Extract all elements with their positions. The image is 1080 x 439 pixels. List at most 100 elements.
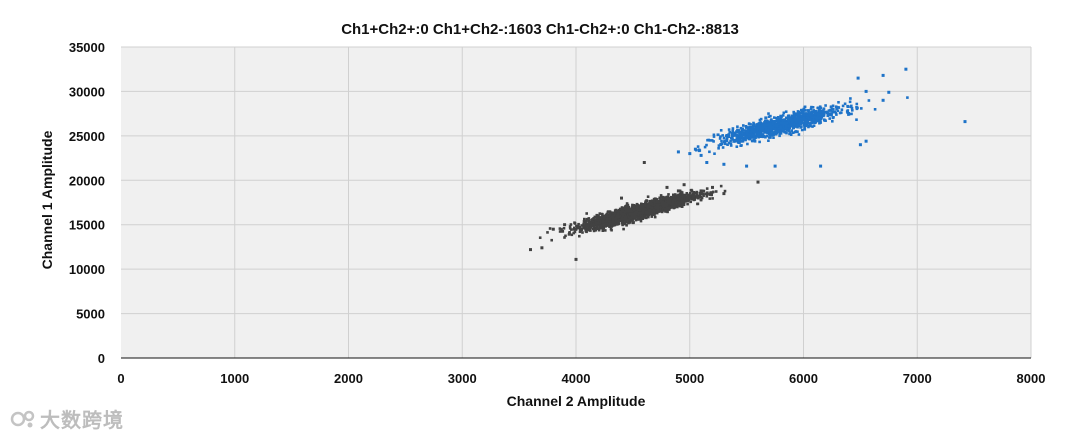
- data-point: [768, 125, 772, 128]
- data-point: [712, 135, 716, 138]
- data-point: [651, 213, 655, 216]
- data-point: [774, 127, 777, 131]
- data-point: [828, 113, 832, 117]
- data-point: [735, 137, 739, 140]
- data-point: [601, 227, 605, 230]
- data-point: [599, 224, 603, 228]
- data-point: [851, 109, 854, 112]
- data-point: [773, 122, 777, 126]
- data-point: [719, 129, 723, 132]
- data-point: [642, 209, 645, 213]
- data-point: [818, 110, 822, 113]
- data-point: [589, 229, 592, 232]
- data-point: [743, 131, 746, 135]
- data-point: [796, 130, 799, 133]
- data-point: [741, 139, 744, 143]
- data-point: [703, 145, 707, 149]
- data-point: [721, 134, 724, 137]
- data-point: [576, 225, 580, 228]
- data-point: [689, 200, 692, 204]
- data-point: [750, 133, 753, 137]
- data-point: [671, 205, 674, 208]
- data-point: [754, 128, 757, 131]
- data-point: [810, 105, 813, 109]
- data-point: [727, 133, 730, 136]
- data-point: [759, 131, 763, 134]
- data-point: [548, 227, 552, 230]
- data-point: [633, 212, 636, 215]
- x-tick-label: 8000: [1017, 371, 1046, 386]
- data-point: [604, 222, 607, 226]
- data-point: [664, 196, 668, 199]
- data-point: [655, 209, 658, 213]
- data-point: [620, 217, 624, 221]
- data-point: [860, 107, 863, 110]
- data-point: [830, 113, 833, 116]
- data-point: [686, 202, 689, 206]
- data-point: [558, 227, 562, 230]
- data-point: [622, 227, 625, 231]
- data-point-outlier: [963, 120, 967, 124]
- data-point: [594, 222, 597, 225]
- data-point: [779, 131, 782, 134]
- data-point: [774, 129, 777, 132]
- data-point: [787, 124, 790, 128]
- data-point: [829, 108, 832, 112]
- data-point: [646, 211, 649, 215]
- data-point: [812, 124, 816, 127]
- data-point: [763, 130, 767, 133]
- data-point: [777, 117, 781, 121]
- data-point: [695, 191, 698, 195]
- data-point: [751, 129, 754, 133]
- data-point: [573, 230, 577, 234]
- data-point: [662, 197, 665, 201]
- data-point: [821, 113, 825, 116]
- data-point: [790, 114, 793, 118]
- data-point: [794, 120, 798, 124]
- data-point: [710, 191, 714, 194]
- data-point: [608, 220, 612, 224]
- x-tick-labels: 0 1000 2000 3000 4000 5000 6000 7000 8000: [117, 371, 1045, 386]
- data-point: [773, 116, 776, 119]
- data-point: [695, 193, 698, 197]
- data-point: [809, 118, 812, 121]
- data-point: [782, 111, 786, 115]
- data-point: [660, 195, 664, 199]
- data-point: [591, 227, 595, 231]
- data-point: [803, 128, 807, 131]
- data-point: [772, 131, 776, 134]
- data-point: [664, 204, 668, 207]
- data-point: [693, 195, 696, 198]
- data-point: [792, 114, 795, 118]
- data-points: [529, 67, 967, 261]
- data-point-outlier: [881, 98, 885, 102]
- data-point: [840, 111, 843, 114]
- data-point: [641, 204, 645, 208]
- data-point: [846, 104, 849, 108]
- data-point: [769, 123, 773, 126]
- data-point: [792, 118, 795, 122]
- data-point: [701, 189, 705, 193]
- data-point: [644, 207, 648, 211]
- data-point: [873, 108, 877, 111]
- data-point: [616, 223, 619, 226]
- data-point: [809, 107, 813, 111]
- data-point: [834, 105, 838, 108]
- data-point: [739, 136, 743, 139]
- data-point: [586, 222, 590, 226]
- data-point: [755, 131, 759, 135]
- data-point: [819, 113, 823, 116]
- y-tick-label: 20000: [69, 173, 105, 188]
- data-point: [632, 207, 636, 210]
- data-point: [802, 116, 806, 119]
- data-point: [673, 205, 677, 208]
- data-point: [632, 209, 636, 212]
- data-point: [822, 114, 825, 118]
- data-point: [597, 228, 601, 232]
- data-point: [681, 203, 684, 207]
- data-point: [760, 122, 763, 126]
- data-point: [758, 133, 762, 136]
- data-point: [723, 142, 727, 146]
- data-point: [824, 119, 827, 122]
- data-point: [759, 127, 763, 130]
